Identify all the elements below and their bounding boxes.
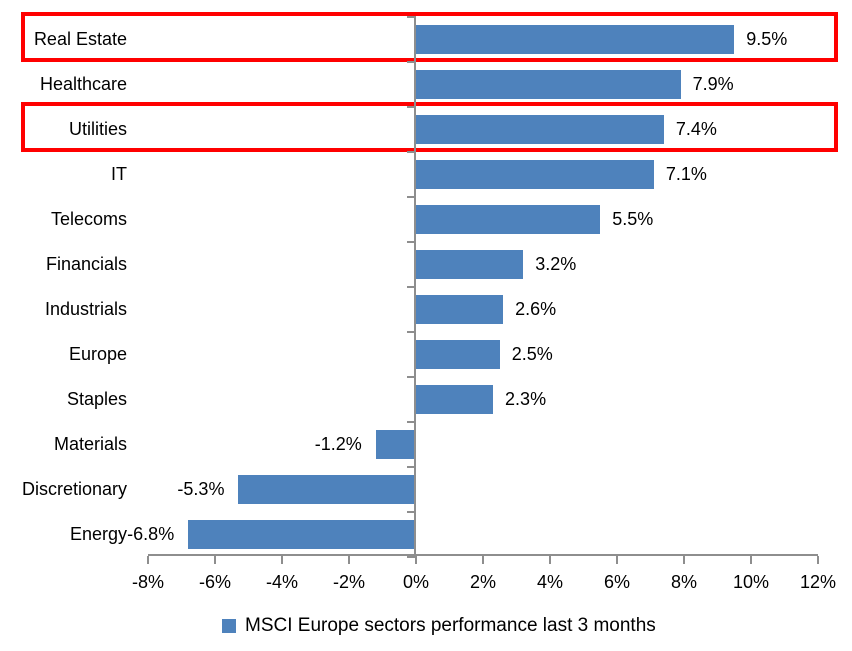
- x-axis-tick: [817, 556, 819, 564]
- category-axis-tick: [407, 511, 416, 513]
- value-label-energy: -6.8%: [127, 524, 175, 544]
- x-tick-label-4-: 4%: [536, 572, 563, 592]
- bar-financials: [416, 250, 524, 279]
- x-tick-label-0-: 0%: [402, 572, 429, 592]
- x-axis-tick: [750, 556, 752, 564]
- value-label-industrials: 2.6%: [515, 299, 557, 319]
- x-tick-label--2-: -2%: [332, 572, 365, 592]
- bar-it: [416, 160, 654, 189]
- category-label-financials: Financials: [45, 254, 127, 274]
- bar-europe: [416, 340, 500, 369]
- x-axis-line: [148, 554, 818, 556]
- x-axis-tick: [147, 556, 149, 564]
- value-label-staples: 2.3%: [505, 389, 547, 409]
- legend: MSCI Europe sectors performance last 3 m…: [222, 611, 656, 641]
- highlight-box-utilities: [21, 102, 838, 152]
- x-axis-tick: [281, 556, 283, 564]
- category-label-materials: Materials: [53, 434, 127, 454]
- category-label-industrials: Industrials: [44, 299, 127, 319]
- category-axis-tick: [407, 241, 416, 243]
- value-label-europe: 2.5%: [511, 344, 553, 364]
- category-axis-tick: [407, 421, 416, 423]
- category-axis-tick: [407, 376, 416, 378]
- bar-discretionary: [238, 475, 416, 504]
- x-tick-label--8-: -8%: [131, 572, 164, 592]
- bar-energy: [188, 520, 416, 549]
- category-label-utilities: Utilities: [68, 119, 127, 139]
- category-axis-tick: [407, 466, 416, 468]
- category-axis-tick: [407, 196, 416, 198]
- category-axis-tick: [407, 151, 416, 153]
- x-axis-tick: [549, 556, 551, 564]
- x-tick-label--6-: -6%: [198, 572, 231, 592]
- value-label-healthcare: 7.9%: [692, 74, 734, 94]
- bar-industrials: [416, 295, 504, 324]
- category-label-telecoms: Telecoms: [50, 209, 127, 229]
- value-label-telecoms: 5.5%: [612, 209, 654, 229]
- category-label-healthcare: Healthcare: [39, 74, 127, 94]
- x-tick-label-6-: 6%: [603, 572, 630, 592]
- value-label-materials: -1.2%: [314, 434, 362, 454]
- value-label-real-estate: 9.5%: [746, 29, 788, 49]
- category-label-discretionary: Discretionary: [21, 479, 127, 499]
- category-label-energy: Energy: [69, 524, 127, 544]
- legend-label: MSCI Europe sectors performance last 3 m…: [245, 615, 656, 636]
- bar-staples: [416, 385, 494, 414]
- x-axis-tick: [415, 556, 417, 564]
- category-label-it: IT: [111, 164, 127, 184]
- bar-utilities: [416, 115, 664, 144]
- category-axis-tick: [407, 331, 416, 333]
- category-axis-tick: [407, 106, 416, 108]
- x-axis-tick: [348, 556, 350, 564]
- value-label-discretionary: -5.3%: [177, 479, 225, 499]
- x-tick-label-12-: 12%: [799, 572, 837, 592]
- x-axis-tick: [616, 556, 618, 564]
- category-label-staples: Staples: [66, 389, 127, 409]
- bar-real-estate: [416, 25, 735, 54]
- category-label-europe: Europe: [68, 344, 127, 364]
- x-axis-tick: [482, 556, 484, 564]
- category-axis-tick: [407, 556, 416, 558]
- x-axis-tick: [683, 556, 685, 564]
- category-axis-tick: [407, 16, 416, 18]
- value-label-it: 7.1%: [665, 164, 707, 184]
- x-tick-label-10-: 10%: [732, 572, 770, 592]
- x-axis-tick: [214, 556, 216, 564]
- value-label-financials: 3.2%: [535, 254, 577, 274]
- category-axis-tick: [407, 286, 416, 288]
- x-tick-label-2-: 2%: [469, 572, 496, 592]
- category-axis-tick: [407, 61, 416, 63]
- x-tick-label-8-: 8%: [670, 572, 697, 592]
- bar-telecoms: [416, 205, 601, 234]
- value-label-utilities: 7.4%: [675, 119, 717, 139]
- x-tick-label--4-: -4%: [265, 572, 298, 592]
- highlight-box-real-estate: [21, 12, 838, 62]
- legend-marker-icon: [222, 619, 236, 633]
- category-label-real-estate: Real Estate: [33, 29, 127, 49]
- bar-materials: [375, 430, 416, 459]
- bar-healthcare: [416, 70, 681, 99]
